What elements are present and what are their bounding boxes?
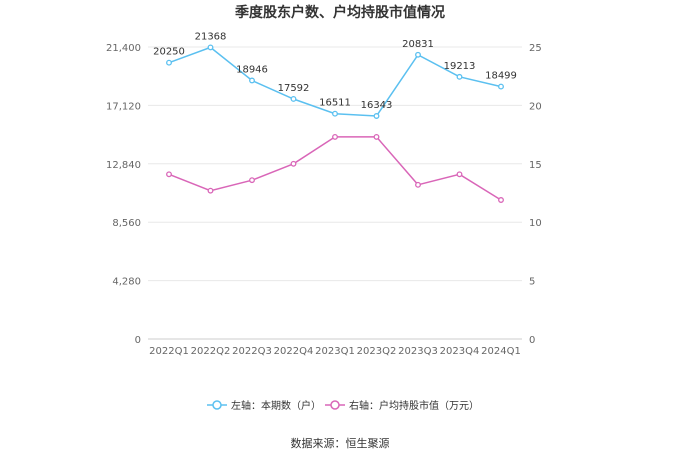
data-point[interactable] — [166, 171, 172, 178]
right-axis-tick-label: 25 — [529, 43, 542, 54]
left-axis-tick-label: 8,560 — [112, 218, 141, 229]
x-axis-tick-label: 2023Q3 — [398, 346, 438, 357]
data-point[interactable] — [415, 181, 421, 188]
chart-title: 季度股东户数、户均持股市值情况 — [234, 4, 445, 21]
right-axis-tick-label: 10 — [529, 218, 542, 229]
left-axis-ticks: 0 4,280 8,560 12,840 17,120 21,400 — [106, 43, 141, 346]
data-point[interactable] — [415, 51, 421, 58]
data-label: 17592 — [278, 83, 310, 94]
data-label: 16343 — [361, 100, 393, 111]
data-point[interactable] — [332, 110, 338, 117]
data-point[interactable] — [456, 73, 463, 80]
data-point[interactable] — [166, 59, 172, 66]
data-label: 18499 — [485, 71, 517, 82]
data-label: 20831 — [402, 39, 434, 50]
data-label: 20250 — [153, 47, 185, 58]
x-axis-tick-label: 2022Q1 — [149, 346, 189, 357]
data-label: 21368 — [195, 31, 227, 42]
grid-lines — [148, 46, 522, 340]
data-point[interactable] — [332, 133, 338, 140]
series-layer: 20250 21368 18946 17592 16511 16343 20831 19213… — [153, 31, 517, 203]
data-point[interactable] — [498, 83, 504, 90]
data-point[interactable] — [249, 77, 255, 84]
x-axis-ticks: 2022Q1 2022Q2 2022Q3 2022Q4 2023Q1 2023Q2 2023… — [149, 346, 521, 357]
legend-left-series-label: 左轴：本期数（户） — [231, 399, 321, 412]
right-axis-ticks: 0 5 10 15 20 25 — [529, 43, 542, 346]
data-point[interactable] — [498, 197, 504, 203]
x-axis-tick-label: 2022Q3 — [232, 346, 272, 357]
legend-right-series-label: 右轴：户均持股市值（万元） — [349, 399, 479, 412]
data-point[interactable] — [207, 44, 214, 51]
data-point[interactable] — [290, 96, 297, 102]
x-axis-tick-label: 2023Q1 — [315, 346, 355, 357]
left-axis-tick-label: 12,840 — [106, 160, 141, 171]
left-axis-tick-label: 21,400 — [106, 43, 141, 54]
x-axis-tick-label: 2023Q4 — [440, 346, 480, 357]
legend-item-right-series[interactable]: 右轴：户均持股市值（万元） — [325, 399, 479, 412]
left-axis-tick-label: 17,120 — [106, 101, 141, 112]
right-axis-tick-label: 0 — [529, 335, 535, 346]
data-point[interactable] — [249, 177, 255, 184]
data-point[interactable] — [373, 113, 380, 119]
data-point[interactable] — [456, 171, 463, 178]
x-axis-tick-label: 2022Q2 — [191, 346, 231, 357]
right-axis-tick-label: 15 — [529, 160, 542, 171]
x-axis-tick-label: 2023Q2 — [357, 346, 397, 357]
right-axis-tick-label: 20 — [529, 101, 542, 112]
x-axis-tick-label: 2024Q1 — [481, 346, 521, 357]
data-point[interactable] — [290, 160, 297, 167]
data-label: 16511 — [319, 98, 351, 109]
source-note: 数据来源：恒生聚源 — [291, 436, 390, 450]
data-point[interactable] — [207, 187, 214, 194]
legend-right-series-marker — [330, 400, 340, 410]
legend-left-series-marker — [212, 400, 222, 410]
right-axis-tick-label: 5 — [529, 277, 535, 288]
x-axis-tick-label: 2022Q4 — [274, 346, 314, 357]
legend[interactable]: 左轴：本期数（户） 右轴：户均持股市值（万元） — [207, 399, 479, 412]
data-point[interactable] — [373, 133, 380, 140]
data-label: 18946 — [236, 64, 268, 75]
legend-item-left-series[interactable]: 左轴：本期数（户） — [207, 399, 321, 412]
left-axis-tick-label: 4,280 — [112, 277, 141, 288]
series-line-right — [168, 136, 502, 201]
data-label: 19213 — [444, 61, 476, 72]
left-axis-tick-label: 0 — [135, 335, 141, 346]
